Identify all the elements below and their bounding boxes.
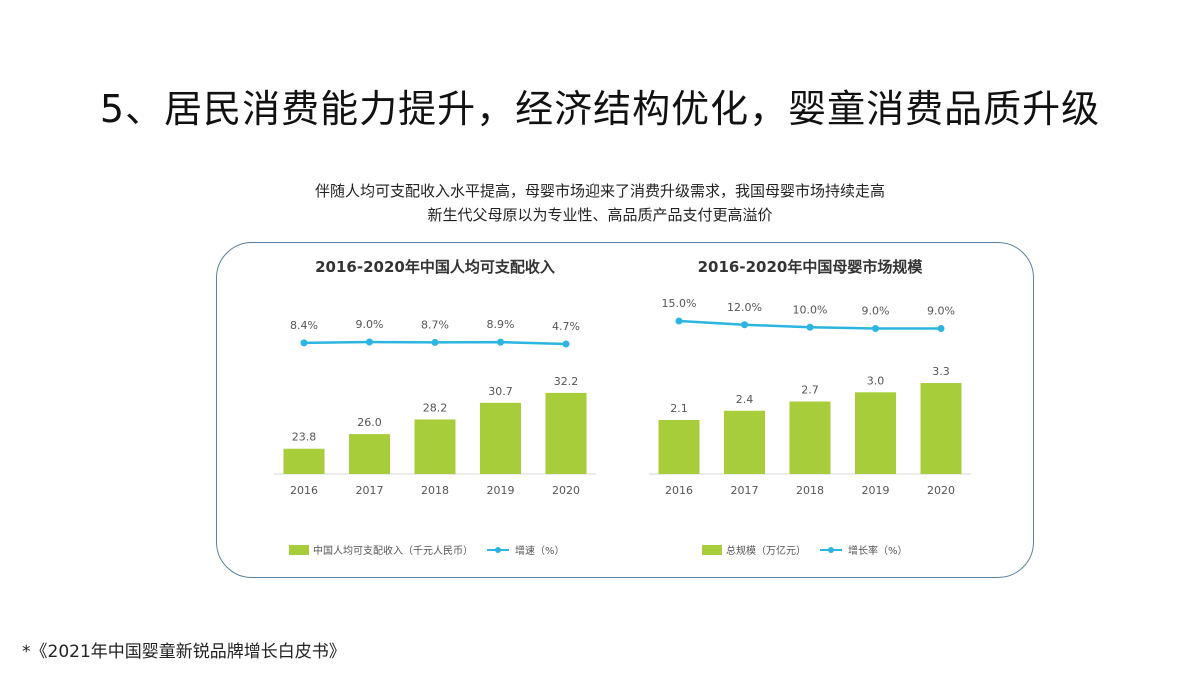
x-tick-0-2018: 2018 — [421, 484, 449, 497]
bar-1-2018 — [789, 401, 831, 474]
line-label-1-2017: 12.0% — [727, 301, 762, 314]
chart-title-1: 2016-2020年中国母婴市场规模 — [698, 258, 924, 276]
legend-swatch-bar-1 — [702, 545, 722, 555]
x-tick-1-2019: 2019 — [862, 484, 890, 497]
x-tick-0-2020: 2020 — [552, 484, 580, 497]
x-tick-1-2018: 2018 — [796, 484, 824, 497]
bar-label-1-2019: 3.0 — [867, 374, 885, 387]
bar-0-2018 — [414, 419, 456, 474]
legend-label-line-0: 增速（%） — [515, 544, 565, 557]
line-label-1-2019: 9.0% — [862, 305, 890, 318]
line-point-1-2018 — [806, 323, 814, 331]
bar-0-2016 — [283, 448, 325, 474]
source-note: *《2021年中国婴童新锐品牌增长白皮书》 — [22, 642, 346, 662]
chart-title-0: 2016-2020年中国人均可支配收入 — [315, 258, 555, 276]
x-tick-1-2017: 2017 — [731, 484, 759, 497]
line-point-0-2016 — [300, 339, 308, 347]
slide-title: 5、居民消费能力提升，经济结构优化，婴童消费品质升级 — [99, 87, 1101, 131]
x-tick-0-2016: 2016 — [290, 484, 318, 497]
legend-label-bar-1: 总规模（万亿元） — [726, 544, 806, 557]
line-point-1-2016 — [675, 317, 683, 325]
line-point-0-2020 — [562, 340, 570, 348]
bar-label-1-2016: 2.1 — [670, 402, 688, 415]
legend-marker-line-1 — [828, 547, 834, 553]
bar-label-1-2020: 3.3 — [932, 365, 950, 378]
line-label-1-2020: 9.0% — [927, 305, 955, 318]
legend-swatch-bar-0 — [289, 545, 309, 555]
line-label-0-2020: 4.7% — [552, 320, 580, 333]
subtitle-line-1: 伴随人均可支配收入水平提高，母婴市场迎来了消费升级需求，我国母婴市场持续走高 — [314, 182, 885, 200]
bar-label-1-2018: 2.7 — [801, 384, 819, 397]
line-label-1-2016: 15.0% — [662, 297, 697, 310]
bar-label-1-2017: 2.4 — [736, 393, 754, 406]
x-tick-1-2020: 2020 — [927, 484, 955, 497]
legend-label-line-1: 增长率（%） — [848, 544, 908, 557]
subtitle-line-2: 新生代父母原以为专业性、高品质产品支付更高溢价 — [427, 206, 773, 224]
bar-0-2019 — [480, 402, 521, 474]
x-tick-0-2017: 2017 — [356, 484, 384, 497]
bar-0-2017 — [349, 434, 390, 474]
line-label-0-2016: 8.4% — [290, 319, 318, 332]
line-point-1-2020 — [937, 325, 945, 332]
line-point-0-2019 — [497, 338, 504, 346]
legend-label-bar-0: 中国人均可支配收入（千元人民币） — [313, 544, 473, 557]
line-label-0-2018: 8.7% — [421, 318, 449, 331]
line-label-0-2017: 9.0% — [356, 318, 384, 331]
line-point-1-2019 — [872, 325, 879, 332]
line-point-1-2017 — [741, 321, 748, 329]
bar-1-2016 — [658, 420, 700, 474]
x-tick-0-2019: 2019 — [487, 484, 515, 497]
charts-panel — [216, 242, 1034, 578]
bar-label-0-2016: 23.8 — [292, 431, 317, 444]
bar-1-2020 — [920, 383, 962, 474]
bar-label-0-2018: 28.2 — [423, 401, 448, 414]
line-label-1-2018: 10.0% — [793, 303, 828, 316]
legend-marker-line-0 — [495, 547, 501, 553]
bar-0-2020 — [545, 392, 587, 474]
line-point-0-2017 — [366, 338, 373, 346]
bar-1-2019 — [855, 392, 896, 474]
bar-1-2017 — [724, 410, 765, 474]
bar-label-0-2017: 26.0 — [357, 416, 382, 429]
bar-label-0-2020: 32.2 — [554, 375, 579, 388]
x-tick-1-2016: 2016 — [665, 484, 693, 497]
line-point-0-2018 — [431, 338, 439, 346]
line-label-0-2019: 8.9% — [487, 318, 515, 331]
bar-label-0-2019: 30.7 — [488, 385, 513, 398]
